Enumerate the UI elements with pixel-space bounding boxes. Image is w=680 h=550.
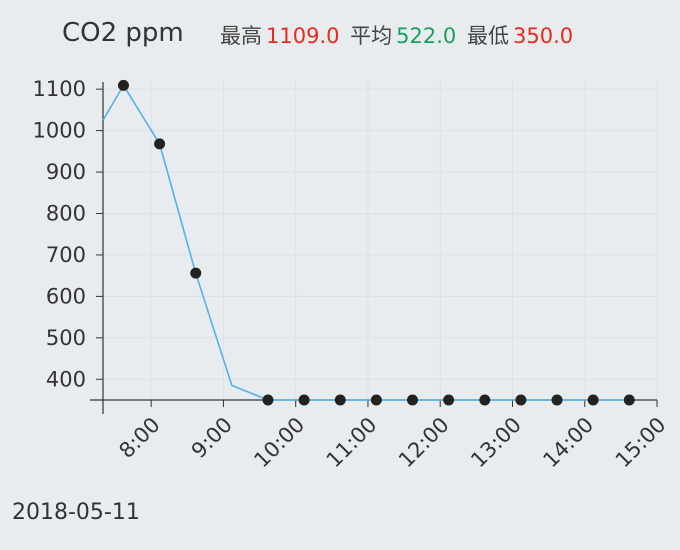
stats-summary: 最高 1109.0 平均 522.0 最低 350.0 [220,20,573,50]
data-point [623,394,635,406]
max-label: 最高 [220,24,262,48]
y-tick-label: 400 [46,367,86,391]
data-point [551,394,563,406]
avg-label: 平均 [350,24,393,48]
min-value: 350.0 [512,24,574,48]
y-tick-label: 1100 [33,77,86,101]
x-tick-label: 12:00 [394,413,454,473]
chart-date: 2018-05-11 [12,500,140,525]
y-tick-label: 1000 [33,119,86,143]
co2-series-line [102,83,630,401]
y-tick-label: 700 [46,243,86,267]
y-tick-label: 500 [46,326,86,350]
x-tick-label: 8:00 [114,413,164,463]
data-point [262,394,274,406]
data-point [190,267,202,279]
max-value: 1109.0 [266,24,340,48]
data-point [334,394,346,406]
data-point [515,394,527,406]
data-point [154,138,166,150]
data-point [407,394,419,406]
data-point [443,394,455,406]
data-point [370,394,382,406]
data-point [479,394,491,406]
y-tick-label: 900 [46,160,86,184]
data-point [298,394,310,406]
y-tick-label: 600 [46,284,86,308]
data-point [117,79,129,91]
chart-header: CO2 ppm 最高 1109.0 平均 522.0 最低 350.0 [0,0,680,70]
data-point [587,394,599,406]
x-tick-label: 13:00 [466,413,526,473]
x-tick-label: 9:00 [187,413,237,463]
x-tick-label: 14:00 [539,413,599,473]
y-tick-label: 800 [46,201,86,225]
chart-title: CO2 ppm [62,18,184,48]
x-tick-label: 15:00 [611,413,671,473]
min-label: 最低 [466,24,509,48]
avg-value: 522.0 [396,24,457,48]
x-tick-label: 11:00 [322,413,382,473]
x-tick-label: 10:00 [249,413,309,473]
